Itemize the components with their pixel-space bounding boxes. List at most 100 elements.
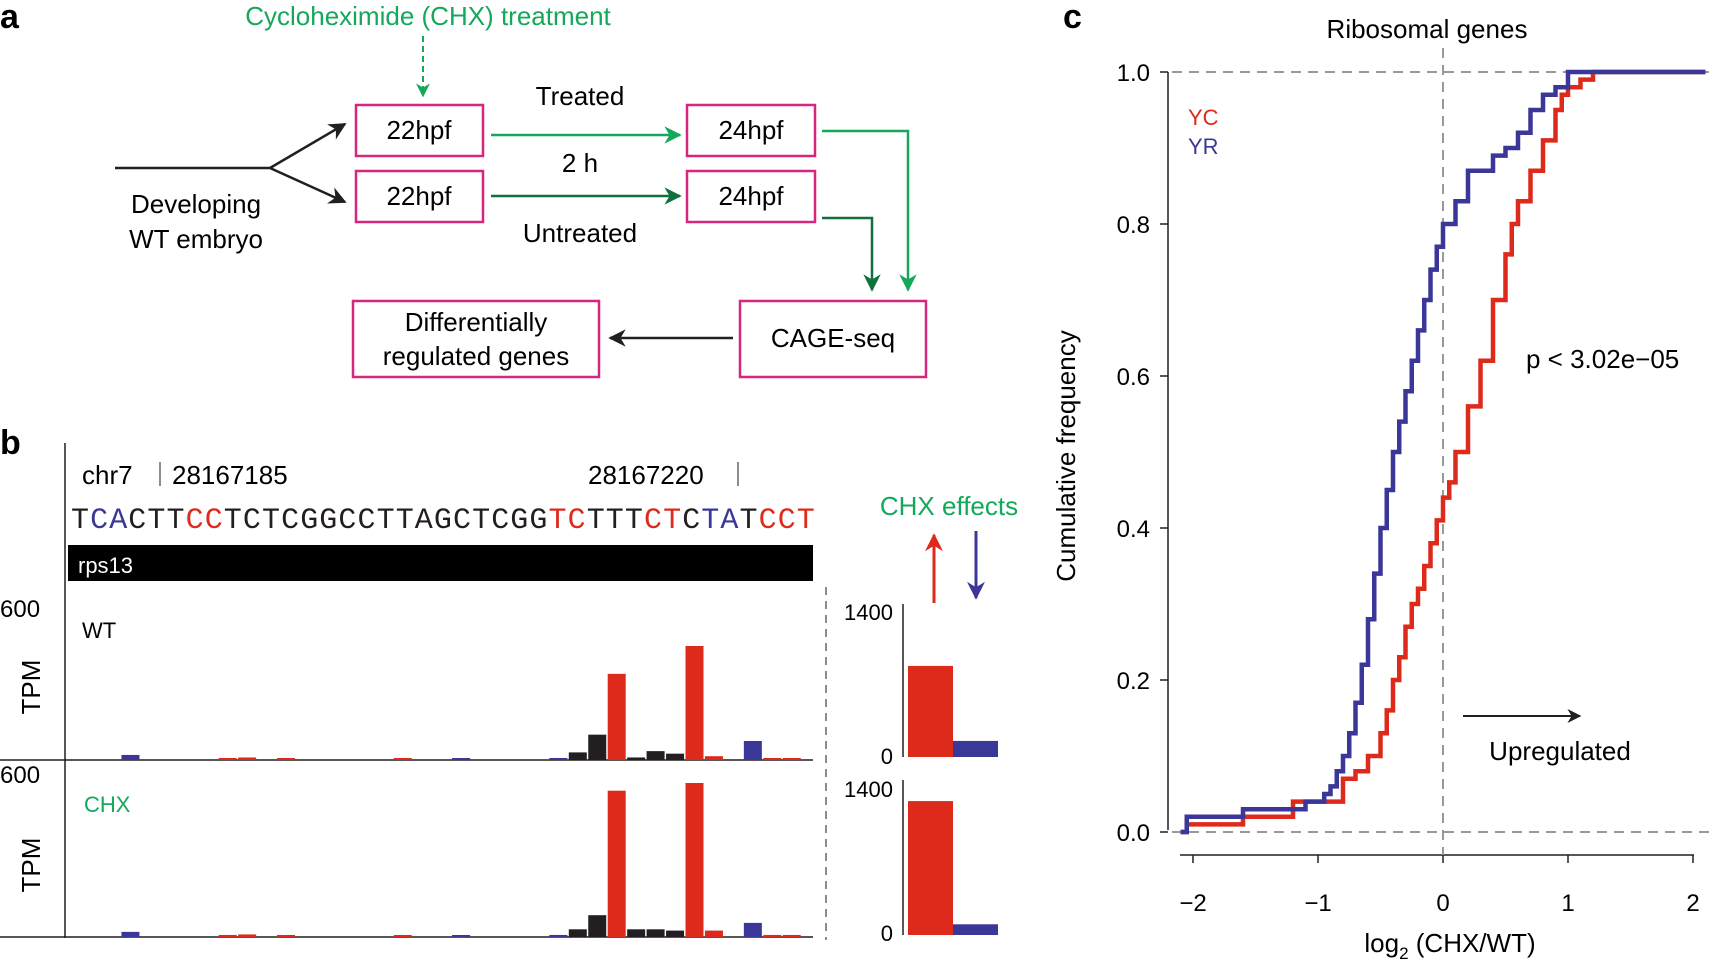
- chx-treatment-label: Cycloheximide (CHX) treatment: [245, 1, 611, 31]
- sequence-base: T: [224, 504, 242, 538]
- cage-seq-box: [738, 299, 928, 379]
- wt-inset: [908, 665, 998, 757]
- sequence-base: G: [300, 504, 318, 538]
- sequence-base: A: [415, 504, 433, 538]
- track-bar: [627, 757, 646, 760]
- track-bar: [743, 922, 762, 937]
- duration-label: 2 h: [562, 148, 598, 178]
- sequence-base: T: [797, 504, 815, 538]
- legend-yr: YR: [1188, 134, 1219, 159]
- box-untreated-22hpf-label: 22hpf: [386, 181, 452, 211]
- gene-bar: [68, 545, 813, 581]
- track-bar: [121, 754, 140, 760]
- sequence-base: T: [396, 504, 414, 538]
- track-bar: [549, 757, 568, 760]
- treated-to-cage-arrow: [822, 129, 917, 292]
- upregulated-label: Upregulated: [1489, 736, 1631, 766]
- chx-effects-title: CHX effects: [880, 491, 1018, 521]
- chart-axes: 0.0 0.2 0.4 0.6 0.8 1.0 −2 −1 0 1 2: [1117, 48, 1716, 917]
- sequence-base: C: [186, 504, 204, 538]
- track-bar: [218, 934, 237, 937]
- wt-track-label: WT: [82, 618, 116, 643]
- track-bar: [782, 934, 801, 937]
- track-bar: [452, 758, 471, 760]
- sequence-base: A: [720, 504, 738, 538]
- sequence-base: C: [243, 504, 261, 538]
- chart-xlabel: log2 (CHX/WT): [1364, 928, 1535, 963]
- track-bar: [568, 752, 587, 760]
- track-bar: [763, 757, 782, 760]
- result-line1: Differentially: [405, 307, 548, 337]
- x-tick-label: 0: [1436, 890, 1449, 917]
- track-bar: [393, 758, 412, 760]
- box-untreated-24hpf-label: 24hpf: [718, 181, 784, 211]
- track-bar: [588, 734, 607, 760]
- inset-bar-up: [908, 665, 953, 757]
- chrom-label: chr7: [82, 460, 133, 490]
- sequence-base: C: [205, 504, 223, 538]
- panel-c-label: c: [1063, 0, 1082, 36]
- track-bar: [452, 935, 471, 937]
- cdf-line-yr: [1180, 69, 1706, 835]
- box-treated-22hpf-label: 22hpf: [386, 115, 452, 145]
- chart-ylabel: Cumulative frequency: [1051, 330, 1081, 581]
- untreated-to-cage-arrow: [822, 216, 881, 292]
- treated-label: Treated: [536, 81, 625, 111]
- wt-inset-ymax: 1400: [844, 600, 893, 625]
- untreated-label: Untreated: [523, 218, 637, 248]
- sequence-base: C: [357, 504, 375, 538]
- sequence-base: C: [644, 504, 662, 538]
- track-bar: [238, 757, 257, 760]
- track-bar: [607, 673, 626, 760]
- sequence-base: T: [663, 504, 681, 538]
- sequence-base: C: [453, 504, 471, 538]
- sequence-base: C: [128, 504, 146, 538]
- sequence-base: A: [109, 504, 127, 538]
- sequence-base: T: [587, 504, 605, 538]
- cage-seq-label: CAGE-seq: [771, 323, 895, 353]
- wt-ymax-label: 600: [0, 596, 40, 623]
- chx-inset-ymax: 1400: [844, 777, 893, 802]
- track-bar: [238, 934, 257, 937]
- chx-bars: [121, 783, 801, 937]
- split-arrow-up: [269, 122, 347, 170]
- box-treated-24hpf-label: 24hpf: [718, 115, 784, 145]
- chx-track-label: CHX: [84, 792, 131, 817]
- sequence-base: T: [71, 504, 89, 538]
- wt-embryo-label: WT embryo: [129, 224, 263, 254]
- track-bar: [549, 934, 568, 937]
- track-bar: [568, 929, 587, 937]
- y-tick-label: 0.0: [1117, 820, 1150, 847]
- sequence-base: C: [568, 504, 586, 538]
- developing-label: Developing: [131, 189, 261, 219]
- pos1-label: 28167185: [172, 460, 288, 490]
- x-tick-label: 2: [1686, 890, 1699, 917]
- track-bar: [704, 756, 723, 760]
- track-bar: [121, 931, 140, 937]
- sequence-base: T: [739, 504, 757, 538]
- sequence-base: G: [434, 504, 452, 538]
- cdf-line-yc: [1180, 69, 1706, 835]
- sequence-base: T: [606, 504, 624, 538]
- track-bar: [607, 790, 626, 937]
- sequence-base: T: [548, 504, 566, 538]
- sequence-base: C: [338, 504, 356, 538]
- track-bar: [685, 646, 704, 760]
- sequence-base: C: [682, 504, 700, 538]
- inset-bar-down: [953, 740, 998, 757]
- chart-title: Ribosomal genes: [1327, 14, 1528, 44]
- sequence-base: T: [166, 504, 184, 538]
- track-bar: [218, 757, 237, 760]
- track-bar: [743, 741, 762, 760]
- wt-ylabel: TPM: [16, 660, 46, 715]
- chx-ylabel: TPM: [16, 838, 46, 893]
- legend-yc: YC: [1188, 105, 1219, 130]
- sequence-base: T: [472, 504, 490, 538]
- track-bar: [646, 751, 665, 760]
- result-box: [351, 299, 601, 379]
- sequence-base: T: [701, 504, 719, 538]
- panel-b-label: b: [0, 424, 21, 462]
